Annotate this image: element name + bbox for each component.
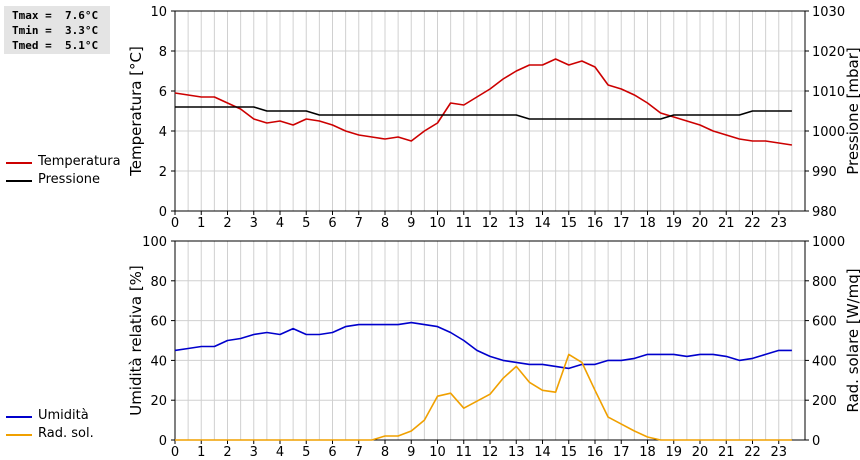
legend-swatch — [6, 180, 32, 182]
stats-box: Tmax = 7.6°C Tmin = 3.3°C Tmed = 5.1°C — [4, 6, 110, 54]
x-tick-label: 18 — [639, 216, 656, 231]
x-tick-label: 12 — [482, 445, 499, 460]
x-tick-label: 16 — [587, 216, 604, 231]
x-tick-label: 13 — [508, 445, 525, 460]
y-axis-title: Temperatura [°C] — [127, 46, 145, 177]
x-tick-label: 22 — [744, 445, 761, 460]
y2-tick-label: 800 — [812, 275, 837, 290]
x-tick-label: 21 — [718, 445, 735, 460]
y-tick-label: 100 — [142, 235, 167, 250]
x-tick-label: 19 — [665, 216, 682, 231]
x-tick-label: 19 — [665, 445, 682, 460]
y-axis-title: Umidità relativa [%] — [127, 265, 145, 416]
y2-tick-label: 1010 — [812, 85, 845, 100]
x-tick-label: 4 — [276, 445, 284, 460]
x-tick-label: 3 — [250, 445, 258, 460]
x-tick-label: 14 — [534, 445, 551, 460]
x-tick-label: 15 — [560, 445, 577, 460]
y2-axis-title: Rad. solare [W/mq] — [844, 268, 860, 412]
x-tick-label: 9 — [407, 216, 415, 231]
y2-tick-label: 990 — [812, 165, 837, 180]
x-tick-label: 17 — [613, 445, 630, 460]
x-tick-label: 12 — [482, 216, 499, 231]
y2-axis-title: Pressione [mbar] — [844, 47, 860, 175]
x-tick-label: 16 — [587, 445, 604, 460]
x-tick-label: 5 — [302, 445, 310, 460]
series-line-temperatura — [174, 58, 793, 146]
y-tick-label: 6 — [159, 85, 167, 100]
y-tick-label: 0 — [159, 434, 167, 449]
legend-label: Temperatura — [38, 154, 121, 169]
x-tick-label: 4 — [276, 216, 284, 231]
x-tick-label: 0 — [171, 216, 179, 231]
y2-tick-label: 0 — [812, 434, 820, 449]
legend-swatch — [6, 416, 32, 418]
x-tick-label: 10 — [429, 445, 446, 460]
x-tick-label: 7 — [355, 445, 363, 460]
y2-tick-label: 1000 — [812, 125, 845, 140]
x-tick-label: 1 — [197, 445, 205, 460]
y-tick-label: 4 — [159, 125, 167, 140]
legend-label: Rad. sol. — [38, 426, 94, 441]
y2-tick-label: 980 — [812, 205, 837, 220]
x-tick-label: 8 — [381, 216, 389, 231]
stat-tmed: Tmed = 5.1°C — [12, 39, 99, 52]
y-tick-label: 80 — [150, 275, 167, 290]
x-tick-label: 11 — [455, 445, 472, 460]
legend-label: Pressione — [38, 172, 101, 187]
x-tick-label: 17 — [613, 216, 630, 231]
x-tick-label: 22 — [744, 216, 761, 231]
series-line-rad-sol — [175, 353, 792, 441]
x-tick-label: 2 — [223, 216, 231, 231]
x-tick-label: 0 — [171, 445, 179, 460]
x-tick-label: 6 — [328, 445, 336, 460]
legend-swatch — [6, 162, 32, 164]
x-tick-label: 8 — [381, 445, 389, 460]
y-tick-label: 60 — [150, 315, 167, 330]
y2-tick-label: 1020 — [812, 45, 845, 60]
x-tick-label: 9 — [407, 445, 415, 460]
x-tick-label: 20 — [692, 445, 709, 460]
x-tick-label: 11 — [455, 216, 472, 231]
legend-label: Umidità — [38, 408, 89, 423]
x-tick-label: 6 — [328, 216, 336, 231]
y-tick-label: 2 — [159, 165, 167, 180]
x-tick-label: 10 — [429, 216, 446, 231]
y2-tick-label: 200 — [812, 394, 837, 409]
legend-swatch — [6, 434, 32, 436]
y2-tick-label: 600 — [812, 315, 837, 330]
x-tick-label: 7 — [355, 216, 363, 231]
x-tick-label: 14 — [534, 216, 551, 231]
series-line-umidit — [174, 321, 792, 370]
y-tick-label: 8 — [159, 45, 167, 60]
series-line-pressione — [175, 106, 792, 120]
x-tick-label: 21 — [718, 216, 735, 231]
x-tick-label: 5 — [302, 216, 310, 231]
y2-tick-label: 1000 — [812, 235, 845, 250]
x-tick-label: 15 — [560, 216, 577, 231]
x-tick-label: 23 — [770, 445, 787, 460]
y2-tick-label: 1030 — [812, 5, 845, 20]
y-tick-label: 40 — [150, 354, 167, 369]
x-tick-label: 3 — [250, 216, 258, 231]
y2-tick-label: 400 — [812, 354, 837, 369]
x-tick-label: 18 — [639, 445, 656, 460]
x-tick-label: 13 — [508, 216, 525, 231]
y-tick-label: 20 — [150, 394, 167, 409]
y-tick-label: 0 — [159, 205, 167, 220]
x-tick-label: 1 — [197, 216, 205, 231]
stat-tmin: Tmin = 3.3°C — [12, 24, 99, 37]
x-tick-label: 2 — [223, 445, 231, 460]
y-tick-label: 10 — [150, 5, 167, 20]
stat-tmax: Tmax = 7.6°C — [12, 9, 99, 22]
x-tick-label: 20 — [692, 216, 709, 231]
x-tick-label: 23 — [770, 216, 787, 231]
